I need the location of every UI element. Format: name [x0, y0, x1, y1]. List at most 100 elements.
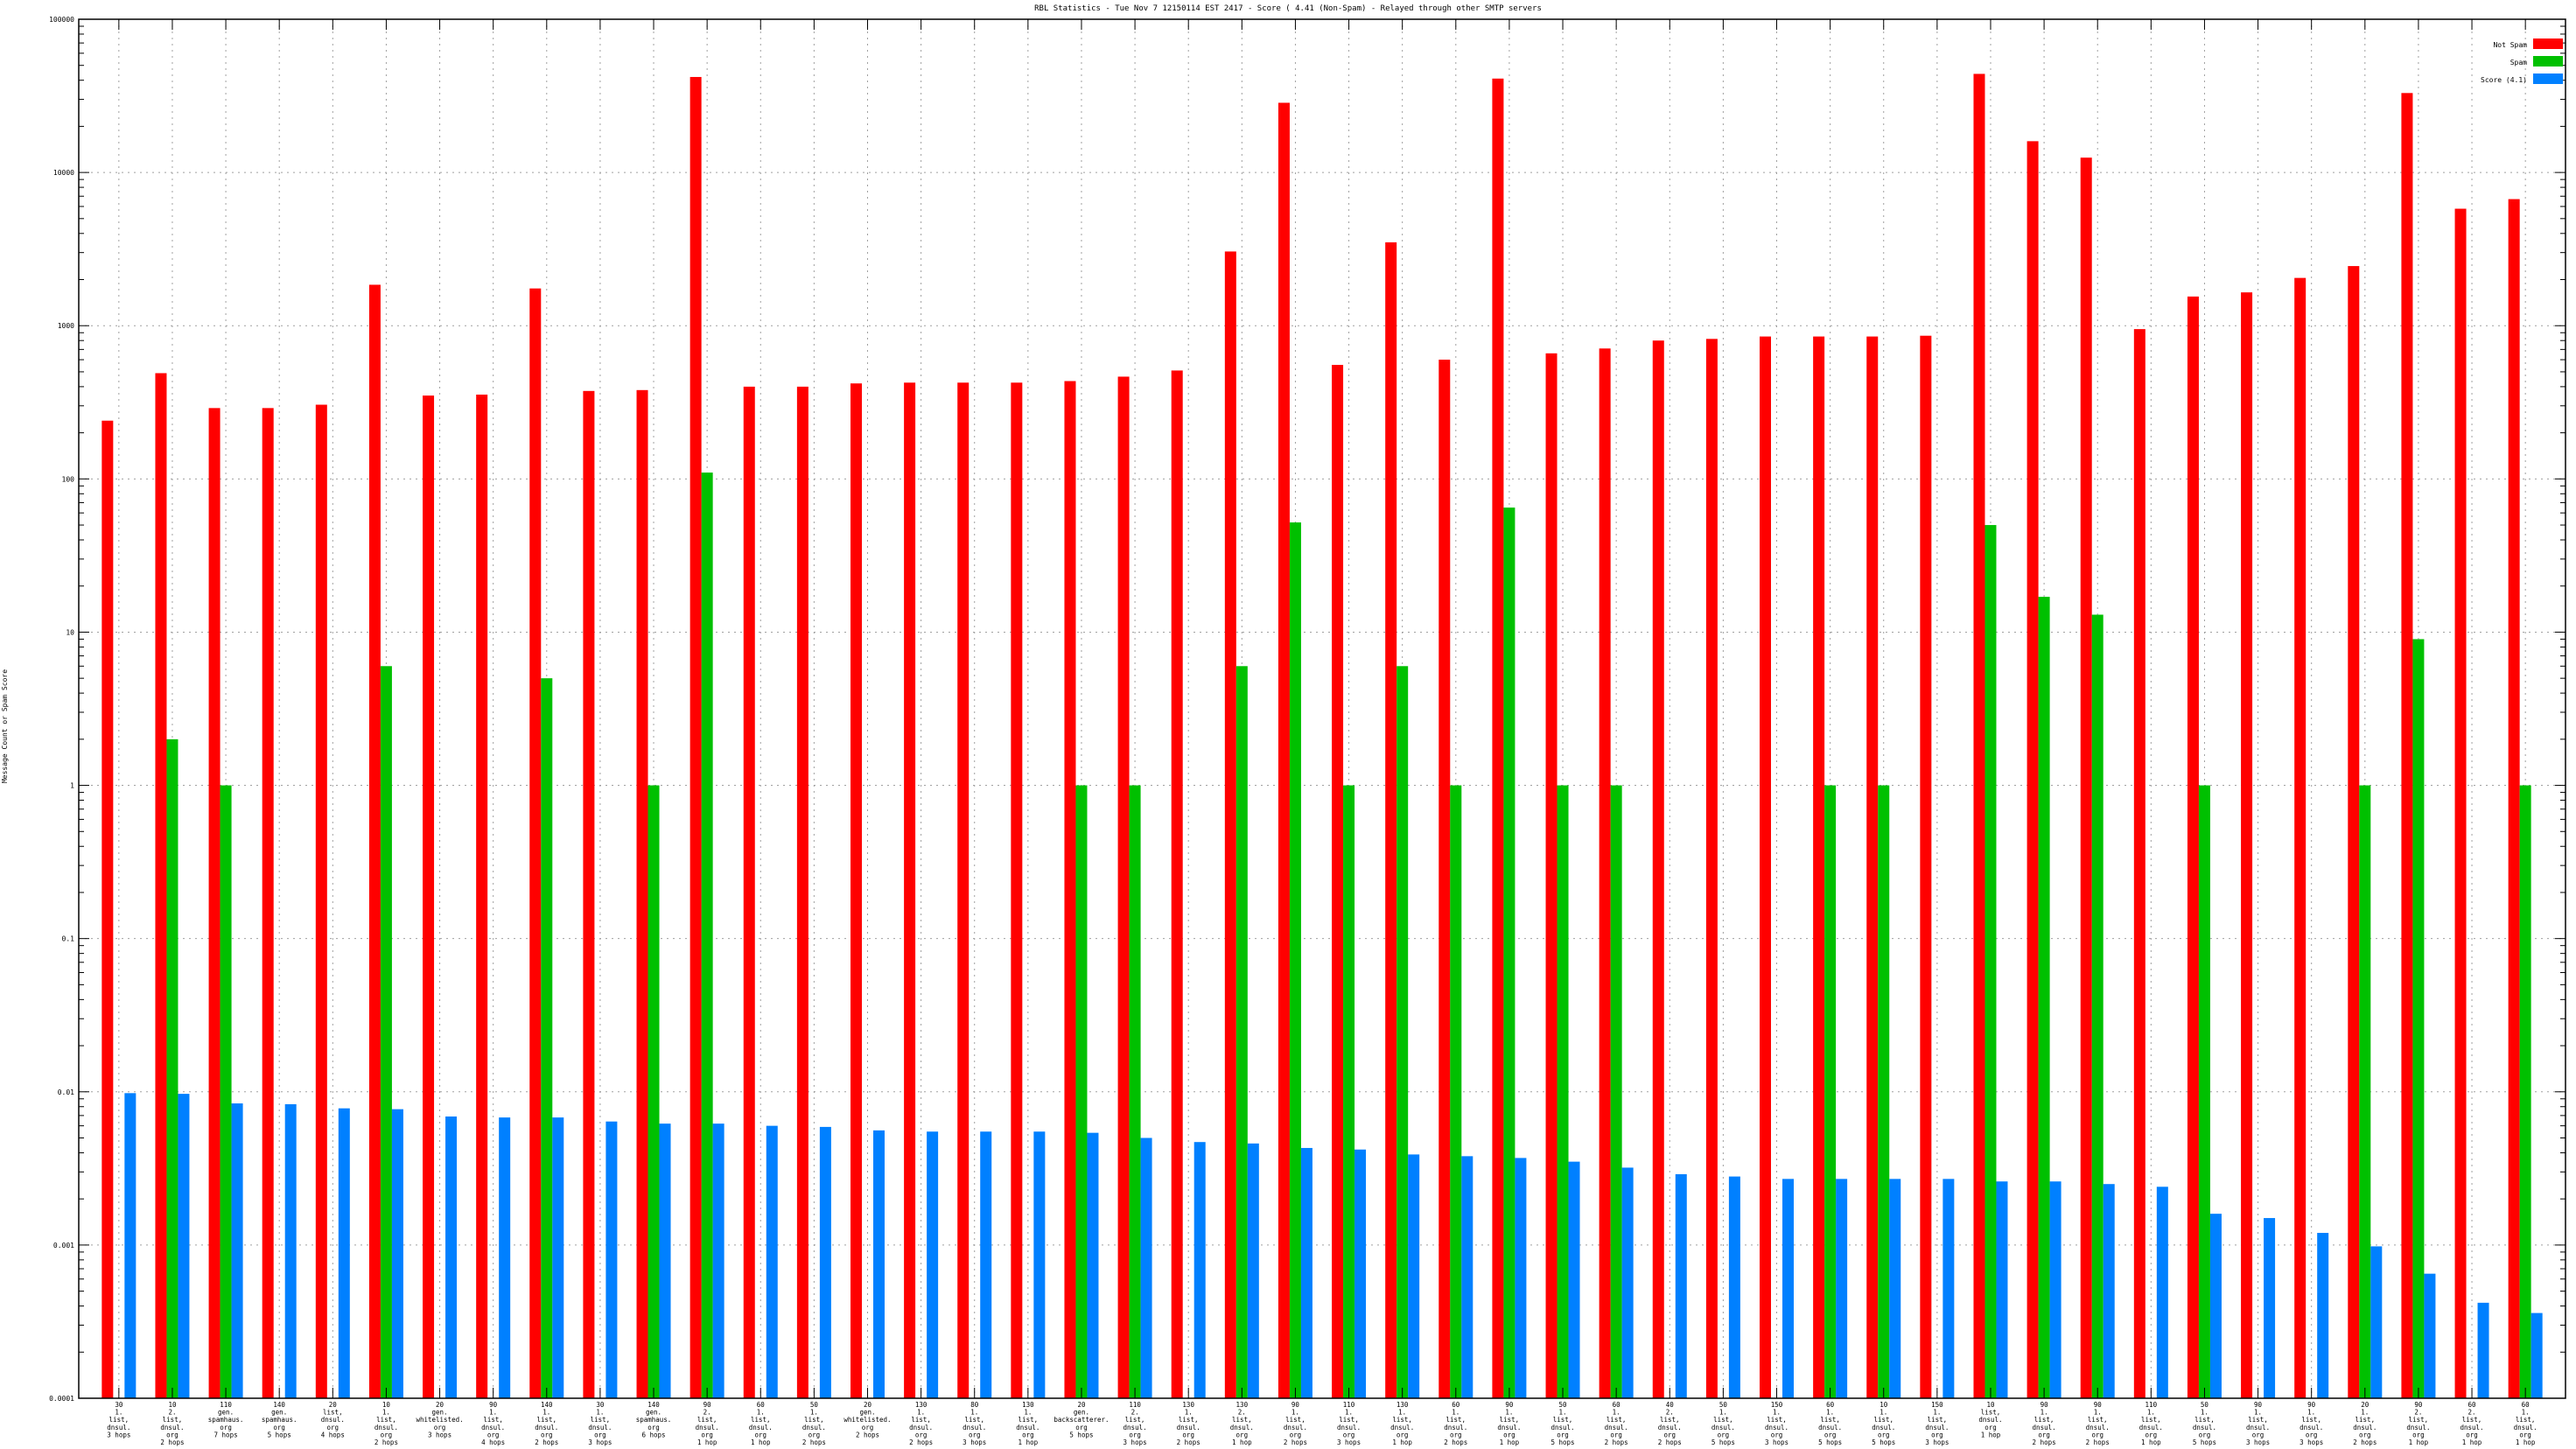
bar-score-4-1 — [2049, 1181, 2062, 1398]
x-tick-label: 110 — [220, 1401, 232, 1409]
x-tick-label: spamhaus. — [636, 1416, 672, 1424]
bar-not-spam — [1011, 382, 1023, 1399]
y-tick-label: 0.1 — [62, 935, 75, 943]
x-tick-label: dnsul. — [1818, 1424, 1842, 1432]
bar-score-4-1 — [712, 1124, 724, 1398]
bar-spam — [2412, 639, 2425, 1398]
bar-score-4-1 — [606, 1121, 618, 1398]
x-tick-label: 2. — [168, 1409, 176, 1417]
x-tick-label: org — [2038, 1431, 2050, 1438]
bar-spam — [1343, 785, 1355, 1398]
x-tick-label: 2 hops — [2353, 1438, 2376, 1446]
x-tick-label: list, — [483, 1416, 503, 1424]
y-tick-label: 100 — [62, 475, 75, 483]
x-tick-label: 40 — [1666, 1401, 1675, 1409]
x-tick-label: org — [701, 1431, 713, 1438]
bar-not-spam — [1760, 336, 1772, 1398]
legend-label: Score (4.1) — [2481, 76, 2527, 84]
x-tick-label: dnsul. — [1978, 1416, 2002, 1424]
x-tick-label: 7 hops — [214, 1431, 238, 1438]
x-tick-label: list, — [591, 1416, 611, 1424]
x-tick-label: 2 hops — [535, 1438, 558, 1446]
x-tick-label: 2 hops — [2033, 1438, 2056, 1446]
x-tick-label: 20 — [329, 1401, 338, 1409]
x-tick-label: dnsul. — [2246, 1424, 2270, 1432]
x-tick-label: 3 hops — [1124, 1438, 1147, 1446]
x-tick-label: 1. — [2040, 1409, 2048, 1417]
x-tick-label: dnsul. — [2086, 1424, 2110, 1432]
x-tick-label: gen. — [218, 1409, 234, 1417]
x-tick-label: 5 hops — [1712, 1438, 1735, 1446]
bar-score-4-1 — [2370, 1246, 2383, 1398]
x-tick-label: 1 hop — [2141, 1438, 2161, 1446]
x-tick-label: 90 — [1292, 1401, 1300, 1409]
x-tick-label: list, — [804, 1416, 824, 1424]
x-tick-label: dnsul. — [1444, 1424, 1467, 1432]
bar-score-4-1 — [2317, 1233, 2329, 1398]
x-tick-label: org — [1610, 1431, 1622, 1438]
bar-spam — [2038, 597, 2050, 1398]
x-tick-label: 90 — [2254, 1401, 2263, 1409]
x-tick-label: org — [220, 1424, 232, 1432]
x-tick-label: org — [1984, 1424, 1997, 1432]
x-tick-label: 90 — [2040, 1401, 2049, 1409]
bar-not-spam — [2187, 296, 2199, 1398]
x-tick-label: 2 hops — [1605, 1438, 1628, 1446]
x-tick-label: dnsul. — [1658, 1424, 1682, 1432]
x-tick-label: 30 — [596, 1401, 605, 1409]
bar-score-4-1 — [2209, 1214, 2222, 1398]
x-tick-label: 2 hops — [909, 1438, 933, 1446]
x-tick-label: 90 — [2094, 1401, 2103, 1409]
x-tick-label: org — [1396, 1431, 1409, 1438]
x-tick-label: dnsul. — [2514, 1424, 2538, 1432]
y-tick-label: 10000 — [53, 169, 74, 177]
bar-not-spam — [1385, 242, 1397, 1399]
bar-score-4-1 — [1033, 1131, 1046, 1398]
y-tick-label: 0.01 — [58, 1088, 74, 1096]
bar-spam — [1503, 508, 1516, 1398]
x-tick-label: org — [2412, 1431, 2425, 1438]
x-tick-label: list, — [1660, 1416, 1680, 1424]
x-tick-label: org — [1931, 1431, 1943, 1438]
x-tick-label: dnsul. — [2300, 1424, 2323, 1432]
bar-not-spam — [2348, 266, 2360, 1398]
bar-spam — [2198, 785, 2210, 1398]
x-tick-label: 5 hops — [2193, 1438, 2216, 1446]
x-axis-ticks: 301.list,dnsul.3 hops102.list,dnsul.org2… — [107, 19, 2538, 1446]
bar-score-4-1 — [338, 1108, 350, 1398]
x-tick-label: list, — [911, 1416, 931, 1424]
x-tick-label: dnsul. — [1177, 1424, 1200, 1432]
x-tick-label: dnsul. — [2033, 1424, 2056, 1432]
x-tick-label: 2. — [704, 1409, 711, 1417]
x-tick-label: org — [1878, 1431, 1890, 1438]
bar-not-spam — [1064, 381, 1076, 1399]
x-tick-label: 1. — [596, 1409, 604, 1417]
x-tick-label: 50 — [810, 1401, 819, 1409]
x-tick-label: 3 hops — [588, 1438, 612, 1446]
x-tick-label: 1. — [2361, 1409, 2369, 1417]
x-tick-label: dnsul. — [1337, 1424, 1361, 1432]
bar-score-4-1 — [659, 1124, 671, 1398]
x-tick-label: list, — [323, 1409, 343, 1417]
x-tick-label: list, — [2141, 1416, 2161, 1424]
x-tick-label: 3 hops — [962, 1438, 986, 1446]
bar-score-4-1 — [284, 1103, 297, 1398]
x-tick-label: list, — [1500, 1416, 1520, 1424]
x-tick-label: 90 — [489, 1401, 498, 1409]
x-tick-label: 1. — [115, 1409, 122, 1417]
x-tick-label: list, — [2409, 1416, 2429, 1424]
bar-spam — [380, 666, 392, 1398]
x-tick-label: org — [1503, 1431, 1516, 1438]
x-tick-label: 2 hops — [374, 1438, 398, 1446]
x-tick-label: 130 — [915, 1401, 928, 1409]
bar-score-4-1 — [819, 1126, 831, 1398]
x-tick-label: 1. — [1880, 1409, 1887, 1417]
x-tick-label: 1. — [489, 1409, 497, 1417]
y-tick-label: 1 — [70, 782, 74, 790]
bar-not-spam — [796, 386, 808, 1398]
bar-score-4-1 — [178, 1094, 190, 1398]
bar-score-4-1 — [1194, 1142, 1206, 1398]
bar-score-4-1 — [2424, 1273, 2436, 1398]
x-tick-label: org — [1022, 1431, 1034, 1438]
x-tick-label: list, — [1553, 1416, 1573, 1424]
